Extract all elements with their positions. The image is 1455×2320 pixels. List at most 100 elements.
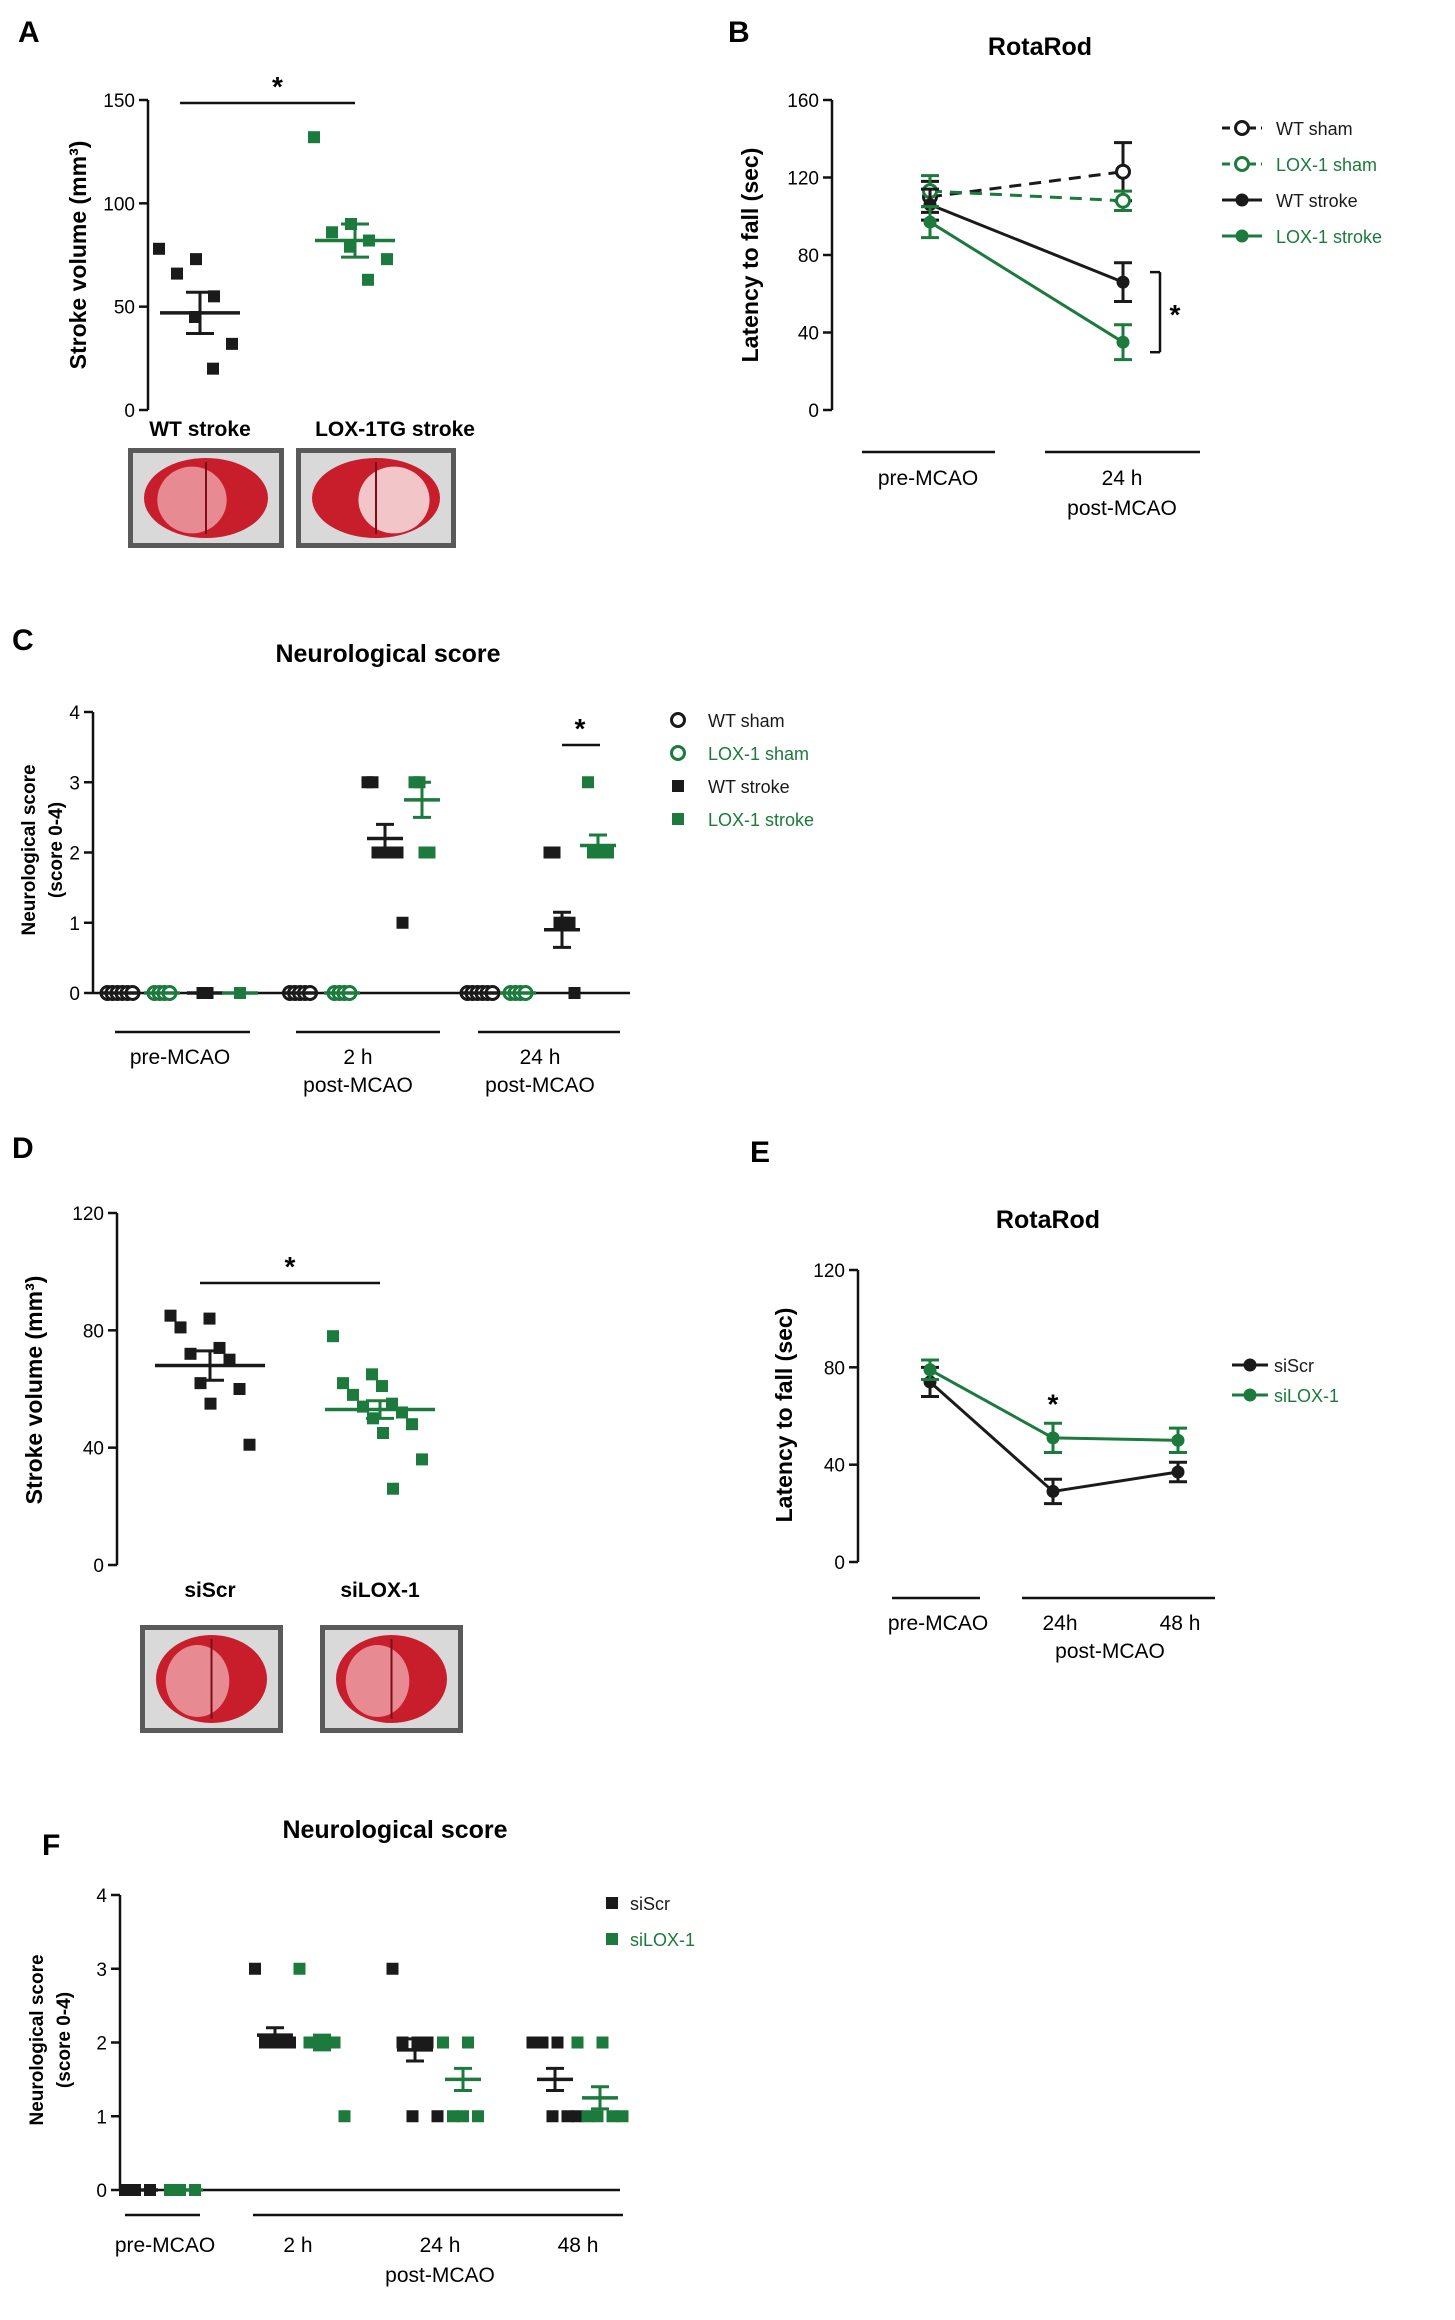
panel-b-category-label: 24 h <box>1102 467 1143 490</box>
panel-c-point-2 <box>563 916 576 929</box>
panel-f-point-1 <box>606 2110 619 2123</box>
panel-e-legend-marker <box>1243 1388 1257 1402</box>
panel-e-category-label: post-MCAO <box>1055 1640 1165 1663</box>
panel-b-category-label: pre-MCAO <box>878 467 978 490</box>
panel-f-point-0 <box>526 2036 539 2049</box>
panel-f-legend-marker <box>606 1933 618 1945</box>
panel-b-series-line-2 <box>929 203 1124 284</box>
panel-e-point-0 <box>1046 1484 1060 1498</box>
panel-a-point-1 <box>362 273 374 286</box>
panel-f-category-label: 2 h <box>283 2234 312 2257</box>
panel-c-y-axis-label: (score 0-4) <box>46 802 67 898</box>
panel-c-y-tick-label: 0 <box>69 984 80 1005</box>
panel-c-legend-marker <box>672 813 684 825</box>
panel-a-significance-star: * <box>272 71 283 102</box>
panel-e-y-tick-label: 0 <box>834 1553 845 1574</box>
panel-a-y-tick-label: 150 <box>103 91 135 112</box>
panel-d-point-0 <box>184 1347 197 1360</box>
panel-a-y-tick-label: 100 <box>103 194 135 215</box>
panel-e-title: RotaRod <box>996 1206 1100 1234</box>
panel-e-category-label: 24h <box>1042 1612 1077 1635</box>
panel-c-legend-label: LOX-1 sham <box>708 744 809 764</box>
panel-e-legend-marker <box>1243 1358 1257 1372</box>
panel-d-point-0 <box>204 1397 217 1410</box>
panel-f-legend-label: siLOX-1 <box>630 1930 695 1950</box>
panel-d-category-label: siScr <box>184 1579 235 1602</box>
panel-a-brain-image-wt-infarct <box>157 466 227 534</box>
panel-c-legend-marker <box>670 745 686 761</box>
panel-a-point-1 <box>326 226 338 239</box>
panel-d-point-1 <box>377 1427 389 1439</box>
panel-d-point-0 <box>223 1353 236 1366</box>
panel-b-point-1 <box>1115 192 1131 209</box>
panel-d-point-0 <box>233 1383 246 1395</box>
panel-f-point-0 <box>284 2036 296 2049</box>
panel-f-legend-label: siScr <box>630 1894 670 1914</box>
panel-d-brain-image-silox-infarct <box>345 1645 410 1717</box>
panel-d-y-axis-label: Stroke volume (mm³) <box>21 1276 47 1505</box>
panel-b-legend-label: LOX-1 sham <box>1276 155 1377 175</box>
panel-letter-c: C <box>12 624 34 657</box>
panel-d-point-1 <box>337 1377 349 1390</box>
panel-d-y-tick-label: 80 <box>83 1321 104 1342</box>
panel-a-point-1 <box>308 131 320 144</box>
panel-f-point-1 <box>616 2110 629 2123</box>
panel-c-y-tick-label: 3 <box>69 773 80 794</box>
panel-b-legend-label: LOX-1 stroke <box>1276 227 1382 247</box>
panel-d-significance-star: * <box>285 1251 296 1282</box>
panel-d-point-0 <box>164 1309 177 1322</box>
panel-f-point-1 <box>472 2110 484 2123</box>
panel-f-point-0 <box>249 1962 261 1975</box>
panel-d-y-tick-label: 0 <box>93 1556 104 1577</box>
panel-b-legend-marker <box>1234 156 1250 172</box>
panel-b-significance-star: * <box>1170 299 1181 330</box>
panel-b-series-line-3 <box>929 220 1124 344</box>
panel-e-y-tick-label: 40 <box>824 1456 845 1477</box>
panel-c-point-2 <box>366 776 379 789</box>
panel-b-y-tick-label: 0 <box>808 401 819 422</box>
panel-c-y-tick-label: 2 <box>69 844 80 865</box>
panel-f-category-label: 24 h <box>420 2234 461 2257</box>
panel-f-y-tick-label: 3 <box>96 1960 107 1981</box>
panel-f-category-label: post-MCAO <box>385 2264 495 2287</box>
panel-c-point-2 <box>548 846 561 859</box>
panel-b-series-line-1 <box>929 189 1124 203</box>
panel-f-point-0 <box>259 2036 271 2049</box>
panel-b-y-tick-label: 120 <box>787 169 819 190</box>
panel-f-y-tick-label: 0 <box>96 2181 107 2202</box>
panel-d-point-0 <box>203 1312 216 1325</box>
panel-e-point-1 <box>1046 1431 1060 1445</box>
panel-f-point-0 <box>561 2110 574 2123</box>
panel-e-legend-label: siLOX-1 <box>1274 1386 1339 1406</box>
panel-d-y-tick-label: 120 <box>72 1204 104 1225</box>
panel-e-point-1 <box>1171 1433 1185 1447</box>
panel-e-legend-label: siScr <box>1274 1356 1314 1376</box>
panel-c-y-tick-label: 1 <box>69 914 80 935</box>
panel-c-significance-star: * <box>575 713 586 744</box>
panel-b-legend-marker <box>1235 193 1249 207</box>
panel-a-brain-image-lox-infarct <box>358 466 430 534</box>
panel-letter-e: E <box>750 1136 770 1169</box>
panel-c-legend-marker <box>672 780 684 792</box>
panel-d-point-1 <box>327 1330 339 1343</box>
panel-f-category-label: pre-MCAO <box>115 2234 215 2257</box>
panel-letter-d: D <box>12 1132 34 1165</box>
panel-a-point-0 <box>190 253 202 266</box>
panel-c-point-2 <box>391 846 404 859</box>
panel-c-category-label: post-MCAO <box>485 1074 595 1097</box>
panel-a-point-0 <box>207 362 219 375</box>
panel-c-legend-marker <box>670 712 686 728</box>
panel-b-point-0 <box>1115 163 1131 180</box>
panel-b-legend-marker <box>1234 120 1250 136</box>
panel-f-category-label: 48 h <box>558 2234 599 2257</box>
panel-f-point-0 <box>536 2036 549 2049</box>
panel-b-legend-label: WT sham <box>1276 119 1353 139</box>
panel-e-category-label: 48 h <box>1160 1612 1201 1635</box>
panel-e-y-tick-label: 80 <box>824 1358 845 1379</box>
panel-c-category-label: 2 h <box>343 1046 372 1069</box>
panel-d-point-1 <box>387 1482 399 1495</box>
panel-f-point-1 <box>293 1962 306 1975</box>
panel-b-point-2 <box>1116 275 1130 289</box>
panel-c-y-tick-label: 4 <box>69 703 80 724</box>
